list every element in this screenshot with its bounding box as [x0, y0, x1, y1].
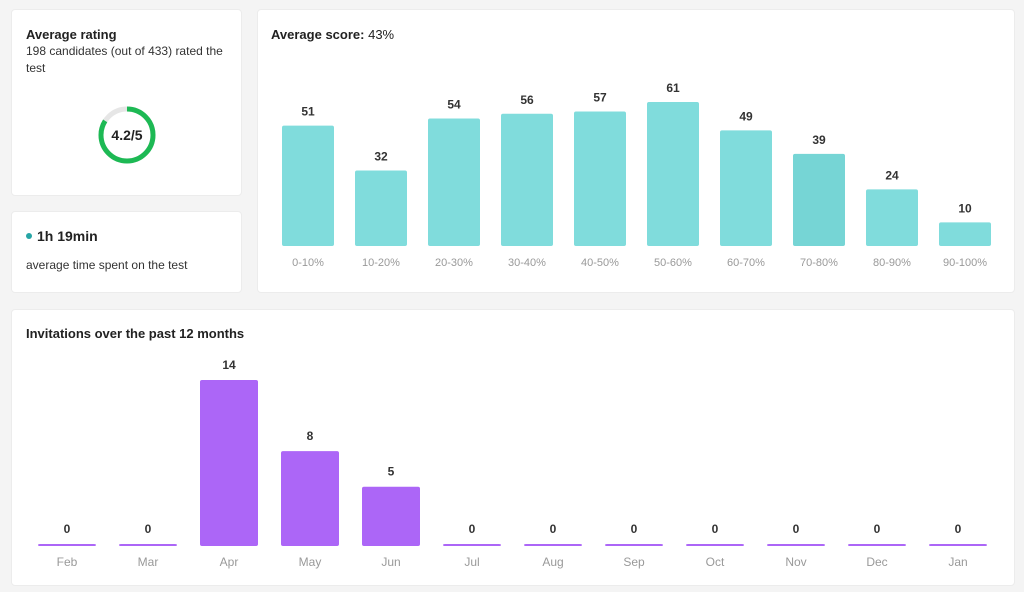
invitation-bar: [443, 544, 501, 546]
invitation-bar: [929, 544, 987, 546]
invitation-bar-value: 0: [955, 522, 962, 536]
invitation-month-label: Jun: [381, 555, 400, 569]
score-bar: [939, 222, 991, 246]
invitation-bar: [38, 544, 96, 546]
invitation-bar-value: 0: [64, 522, 71, 536]
score-bar-value: 39: [812, 133, 826, 147]
invitation-month-label: Jul: [464, 555, 479, 569]
score-bar: [793, 153, 845, 246]
invitation-month-label: Jan: [948, 555, 967, 569]
average-time-card: 1h 19min average time spent on the test: [11, 211, 242, 293]
invitation-bar: [281, 451, 339, 546]
rating-arc: [98, 106, 156, 164]
score-bar-value: 54: [447, 98, 461, 112]
invitation-month-label: May: [299, 555, 322, 569]
invitation-month-label: Nov: [785, 555, 806, 569]
invitation-bar-value: 0: [874, 522, 881, 536]
time-value: 1h 19min: [37, 228, 98, 244]
invitation-bar-value: 14: [222, 358, 236, 372]
invitation-bar-value: 0: [145, 522, 152, 536]
score-bar: [428, 118, 480, 246]
invitation-bar-value: 0: [469, 522, 476, 536]
invitation-bar: [848, 544, 906, 546]
invitation-bar: [119, 544, 177, 546]
score-bar-value: 57: [593, 90, 607, 104]
score-title: Average score: 43%: [271, 27, 394, 42]
invitation-month-label: Aug: [542, 555, 563, 569]
score-tick-label: 10-20%: [362, 257, 400, 269]
invitation-bar: [524, 544, 582, 546]
score-tick-label: 80-90%: [873, 257, 911, 269]
invitation-month-label: Mar: [138, 555, 159, 569]
score-bar-value: 51: [301, 105, 315, 119]
score-bar: [720, 130, 772, 246]
score-bar: [866, 189, 918, 246]
score-tick-label: 20-30%: [435, 257, 473, 269]
score-bar: [574, 111, 626, 246]
score-tick-label: 90-100%: [943, 257, 987, 269]
invitation-month-label: Apr: [220, 555, 239, 569]
score-tick-label: 40-50%: [581, 257, 619, 269]
invitations-chart: 0 Feb 0 Mar 14 Apr 8 May 5 Jun 0 Jul 0 Aug 0 Sep 0 Oct 0 No…: [38, 358, 987, 569]
score-tick-label: 70-80%: [800, 257, 838, 269]
score-bar: [647, 102, 699, 246]
rating-donut: 4.2/5: [98, 106, 156, 164]
invitation-bar: [605, 544, 663, 546]
score-bar: [501, 113, 553, 246]
score-bar: [282, 125, 334, 246]
invitation-bar-value: 8: [307, 429, 314, 443]
invitation-month-label: Sep: [623, 555, 645, 569]
score-bar-value: 32: [374, 149, 388, 163]
score-tick-label: 50-60%: [654, 257, 692, 269]
invitation-month-label: Feb: [57, 555, 78, 569]
score-tick-label: 0-10%: [292, 257, 324, 269]
average-rating-card: Average rating 198 candidates (out of 43…: [11, 9, 242, 196]
score-title-value: 43%: [368, 27, 395, 42]
score-bar: [355, 170, 407, 246]
time-label: average time spent on the test: [26, 258, 188, 272]
invitation-bar-value: 5: [388, 465, 395, 479]
score-chart: 51 0-10% 32 10-20% 54 20-30% 56 30-40% 57 40-50% 6…: [282, 81, 991, 269]
invitation-bar-value: 0: [712, 522, 719, 536]
score-bar-value: 56: [520, 93, 534, 107]
invitation-month-label: Dec: [866, 555, 887, 569]
rating-value: 4.2/5: [111, 127, 142, 143]
score-bar-value: 10: [958, 201, 972, 215]
invitation-bar: [767, 544, 825, 546]
invitation-bar: [686, 544, 744, 546]
score-bar-value: 49: [739, 109, 753, 123]
invitation-month-label: Oct: [706, 555, 725, 569]
score-bar-value: 61: [666, 81, 680, 95]
rating-subtitle: 198 candidates (out of 433) rated the te…: [26, 44, 223, 75]
invitation-bar: [362, 486, 420, 546]
invitations-title: Invitations over the past 12 months: [26, 326, 245, 341]
status-dot-icon: [26, 233, 32, 239]
score-title-label: Average score:: [271, 27, 365, 42]
invitations-card: Invitations over the past 12 months 0 Feb…: [11, 309, 1015, 586]
average-score-card: Average score: 43% 51 0-10% 32 10-20% 54 20-3…: [257, 9, 1015, 293]
rating-title: Average rating: [26, 27, 117, 42]
score-tick-label: 60-70%: [727, 257, 765, 269]
invitation-bar: [200, 380, 258, 546]
score-bar-value: 24: [885, 168, 899, 182]
invitation-bar-value: 0: [550, 522, 557, 536]
invitation-bar-value: 0: [793, 522, 800, 536]
invitation-bar-value: 0: [631, 522, 638, 536]
score-tick-label: 30-40%: [508, 257, 546, 269]
